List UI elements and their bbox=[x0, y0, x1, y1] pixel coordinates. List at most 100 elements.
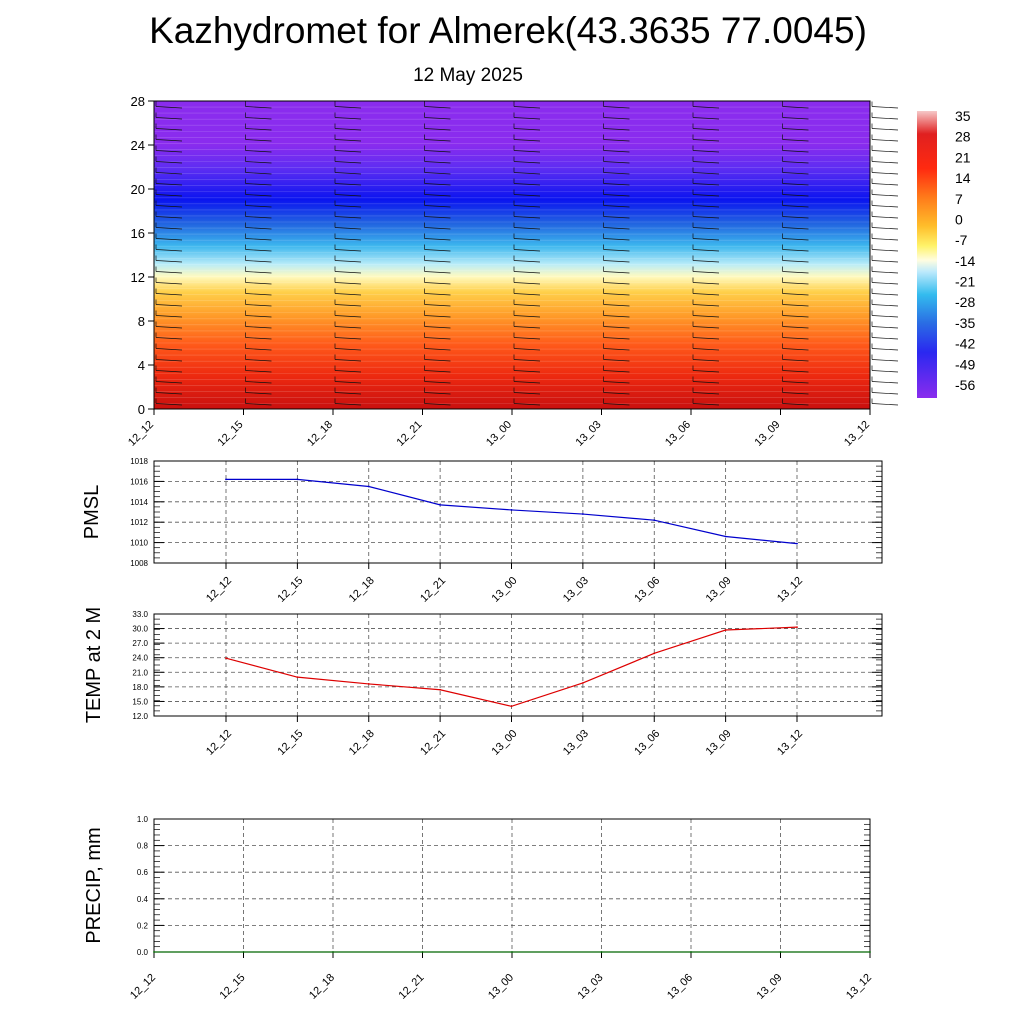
y-tick-label: 28 bbox=[131, 94, 145, 109]
data-point bbox=[225, 478, 227, 481]
x-tick-label: 12_15 bbox=[218, 972, 248, 1002]
wind-barb bbox=[692, 106, 720, 109]
wind-barb bbox=[245, 260, 272, 263]
wind-barb bbox=[871, 150, 899, 153]
wind-barb bbox=[245, 271, 272, 274]
data-point bbox=[367, 485, 370, 488]
wind-barb bbox=[424, 161, 451, 164]
wind-barb bbox=[334, 260, 362, 263]
wind-barb bbox=[245, 128, 272, 131]
wind-barb bbox=[245, 117, 272, 120]
wind-barb bbox=[245, 227, 272, 230]
wind-barb bbox=[245, 183, 272, 186]
wind-barb bbox=[871, 249, 899, 252]
wind-barb bbox=[245, 249, 272, 252]
wind-barb bbox=[424, 128, 451, 131]
x-tick-label: 13_03 bbox=[574, 419, 604, 449]
wind-barb bbox=[513, 337, 541, 340]
wind-barb bbox=[334, 139, 362, 142]
wind-barb bbox=[692, 403, 720, 406]
wind-barb bbox=[513, 315, 541, 318]
wind-barb bbox=[245, 150, 272, 153]
temperature-colorbar: 35 28 21 14 7 0 -7 -14 -21 -28 -35 -42 -49 -56 bbox=[917, 108, 975, 398]
x-tick-label: 13_00 bbox=[486, 972, 516, 1002]
wind-barb bbox=[692, 304, 720, 307]
wind-barb bbox=[603, 183, 630, 186]
wind-barb bbox=[155, 282, 183, 285]
y-tick-label: 0.2 bbox=[137, 921, 149, 930]
wind-barb bbox=[245, 282, 272, 285]
y-tick-label: 1008 bbox=[130, 559, 148, 568]
wind-barb bbox=[513, 172, 541, 175]
wind-barb bbox=[692, 282, 720, 285]
wind-barb bbox=[871, 282, 899, 285]
wind-barb bbox=[155, 293, 183, 296]
wind-barb bbox=[513, 205, 541, 208]
x-tick-label: 12_12 bbox=[204, 728, 234, 758]
wind-barb bbox=[513, 304, 541, 307]
y-tick-label: 1016 bbox=[130, 477, 148, 486]
wind-barb bbox=[782, 315, 809, 318]
wind-barb bbox=[155, 381, 183, 384]
wind-barb bbox=[334, 172, 362, 175]
y-tick-label: 20 bbox=[131, 182, 145, 197]
data-point bbox=[421, 951, 424, 953]
y-tick-label: 12 bbox=[131, 270, 145, 285]
wind-barb bbox=[334, 293, 362, 296]
wind-barb bbox=[245, 205, 272, 208]
colorbar-fill bbox=[917, 111, 937, 398]
wind-barb bbox=[334, 392, 362, 395]
y-tick-label: 0 bbox=[138, 402, 145, 417]
wind-barb bbox=[782, 392, 809, 395]
wind-barb bbox=[155, 359, 183, 362]
wind-barb bbox=[603, 370, 630, 373]
wind-barb bbox=[334, 128, 362, 131]
wind-barb bbox=[245, 238, 272, 241]
wind-barb bbox=[692, 315, 720, 318]
data-point bbox=[581, 682, 584, 684]
wind-barb bbox=[782, 216, 809, 219]
y-tick-label: 0.4 bbox=[137, 895, 149, 904]
wind-barb bbox=[692, 128, 720, 131]
x-tick-label: 12_18 bbox=[307, 972, 337, 1002]
colorbar-label: 28 bbox=[955, 129, 971, 145]
x-tick-label: 12_12 bbox=[128, 972, 158, 1002]
wind-barb bbox=[424, 282, 451, 285]
precip-panel: 0.0 0.2 0.4 0.6 0.8 1.0 12_12 12_15 12_18 12_21 13… bbox=[83, 815, 874, 1002]
wind-barb bbox=[245, 403, 272, 406]
wind-barb bbox=[245, 315, 272, 318]
x-tick-label: 12_21 bbox=[418, 728, 448, 758]
wind-barb bbox=[603, 304, 630, 307]
wind-barb bbox=[692, 205, 720, 208]
wind-barb bbox=[424, 381, 451, 384]
wind-barb bbox=[513, 403, 541, 406]
wind-barb bbox=[692, 359, 720, 362]
x-tick-label: 13_00 bbox=[490, 728, 520, 758]
wind-barb bbox=[871, 392, 899, 395]
colorbar-label: -49 bbox=[955, 356, 975, 372]
y-tick-label: 30.0 bbox=[132, 625, 148, 634]
wind-barb bbox=[692, 150, 720, 153]
wind-barb bbox=[155, 106, 183, 109]
wind-barb bbox=[424, 337, 451, 340]
y-axis-title: TEMP at 2 M bbox=[83, 607, 105, 723]
wind-barb bbox=[424, 403, 451, 406]
wind-barb bbox=[782, 150, 809, 153]
x-tick-label: 13_03 bbox=[561, 728, 591, 758]
data-point bbox=[510, 705, 513, 708]
x-tick-label: 12_18 bbox=[347, 575, 377, 605]
wind-barb bbox=[871, 260, 899, 263]
wind-barb bbox=[155, 304, 183, 307]
x-tick-label: 12_15 bbox=[216, 419, 246, 449]
wind-barb bbox=[424, 183, 451, 186]
x-tick-label: 13_03 bbox=[561, 575, 591, 605]
wind-barb bbox=[155, 216, 183, 219]
colorbar-label: -7 bbox=[955, 232, 968, 248]
y-tick-label: 21.0 bbox=[132, 668, 148, 677]
wind-barb bbox=[155, 315, 183, 318]
wind-barb bbox=[692, 194, 720, 197]
wind-barb bbox=[513, 216, 541, 219]
wind-barb bbox=[513, 370, 541, 373]
wind-barb bbox=[334, 403, 362, 406]
data-point bbox=[653, 519, 656, 522]
